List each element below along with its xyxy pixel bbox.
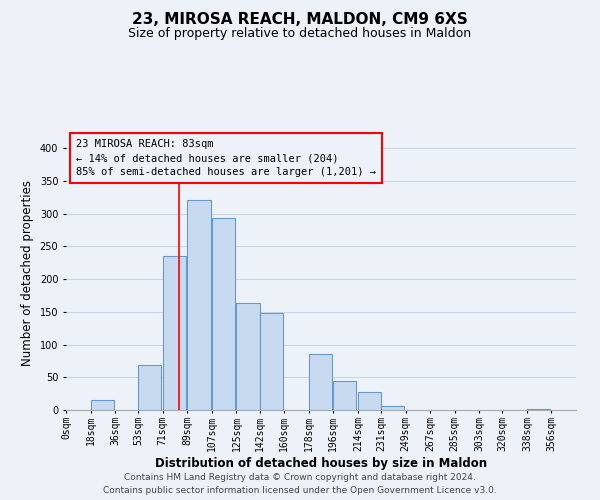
Bar xyxy=(333,381,356,410)
Text: 23 MIROSA REACH: 83sqm
← 14% of detached houses are smaller (204)
85% of semi-de: 23 MIROSA REACH: 83sqm ← 14% of detached… xyxy=(76,139,376,177)
Bar xyxy=(187,200,211,410)
Bar xyxy=(260,313,283,410)
Bar xyxy=(358,392,381,410)
Text: 23, MIROSA REACH, MALDON, CM9 6XS: 23, MIROSA REACH, MALDON, CM9 6XS xyxy=(132,12,468,28)
Bar xyxy=(236,304,260,410)
Bar xyxy=(527,408,550,410)
Y-axis label: Number of detached properties: Number of detached properties xyxy=(21,180,34,366)
Bar xyxy=(91,400,114,410)
Text: Contains HM Land Registry data © Crown copyright and database right 2024.
Contai: Contains HM Land Registry data © Crown c… xyxy=(103,474,497,495)
Bar xyxy=(163,256,186,410)
Bar xyxy=(138,366,161,410)
Bar xyxy=(309,354,332,410)
Text: Size of property relative to detached houses in Maldon: Size of property relative to detached ho… xyxy=(128,28,472,40)
Bar xyxy=(381,406,404,410)
Text: Distribution of detached houses by size in Maldon: Distribution of detached houses by size … xyxy=(155,458,487,470)
Bar xyxy=(212,218,235,410)
